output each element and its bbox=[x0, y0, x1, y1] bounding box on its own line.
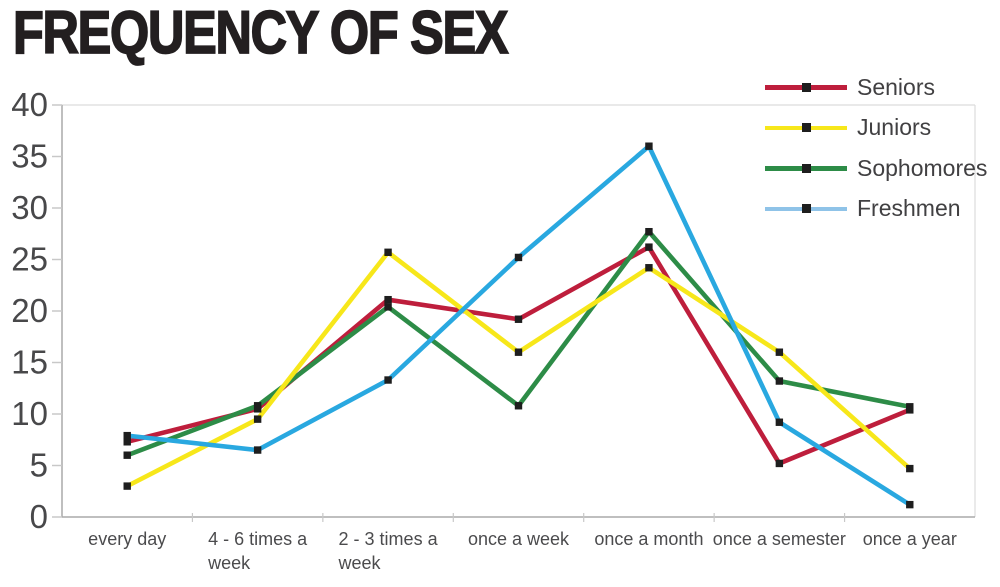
data-point-marker-juniors bbox=[384, 248, 392, 256]
data-point-marker-sophomores bbox=[906, 403, 914, 411]
data-point-marker-seniors bbox=[123, 438, 131, 446]
legend-label: Freshmen bbox=[857, 195, 961, 222]
data-point-marker-freshmen bbox=[384, 376, 392, 384]
legend-item-seniors: Seniors bbox=[765, 67, 987, 108]
legend-line-swatch bbox=[765, 163, 847, 173]
y-tick-label: 35 bbox=[11, 138, 48, 175]
y-tick-label: 10 bbox=[11, 395, 48, 432]
data-point-marker-freshmen bbox=[253, 446, 262, 454]
legend-square-marker-icon bbox=[802, 123, 811, 133]
legend-line-swatch bbox=[765, 123, 847, 133]
data-point-marker-sophomores bbox=[645, 227, 653, 236]
legend-line-swatch bbox=[765, 204, 847, 214]
data-point-marker-sophomores bbox=[123, 451, 131, 459]
legend-square-marker-icon bbox=[802, 82, 811, 92]
x-axis-label-4-6-times-a-week: 4 - 6 times a week bbox=[208, 529, 308, 573]
data-point-marker-freshmen bbox=[645, 142, 653, 150]
legend-square-marker-icon bbox=[802, 204, 811, 214]
legend-label: Sophomores bbox=[857, 154, 988, 181]
y-tick-label: 0 bbox=[30, 498, 48, 535]
data-point-marker-juniors bbox=[123, 482, 131, 490]
x-axis-label-every-day: every day bbox=[88, 529, 167, 549]
data-point-marker-seniors bbox=[645, 243, 653, 251]
chart-title: FREQUENCY OF SEX bbox=[12, 0, 509, 66]
legend-item-sophomores: Sophomores bbox=[765, 148, 987, 189]
y-tick-label: 30 bbox=[11, 189, 48, 226]
data-point-marker-juniors bbox=[645, 264, 653, 272]
series-line-juniors bbox=[126, 249, 912, 489]
data-point-marker-sophomores bbox=[775, 377, 784, 385]
data-point-marker-sophomores bbox=[253, 402, 262, 410]
data-point-marker-freshmen bbox=[514, 253, 523, 262]
data-point-marker-freshmen bbox=[123, 431, 131, 440]
y-tick-label: 15 bbox=[11, 344, 48, 381]
data-point-marker-juniors bbox=[906, 464, 914, 473]
data-point-marker-sophomores bbox=[384, 303, 392, 311]
data-point-marker-juniors bbox=[253, 415, 262, 423]
data-point-marker-sophomores bbox=[514, 402, 523, 410]
data-point-marker-juniors bbox=[775, 348, 784, 356]
x-axis-label-once-a-month: once a month bbox=[594, 529, 704, 549]
y-tick-label: 40 bbox=[11, 86, 48, 123]
x-axis-label-once-a-semester: once a semester bbox=[712, 529, 846, 549]
legend-item-juniors: Juniors bbox=[765, 108, 987, 149]
data-point-marker-freshmen bbox=[775, 418, 784, 426]
data-point-marker-seniors bbox=[775, 459, 784, 468]
legend-item-freshmen: Freshmen bbox=[765, 189, 987, 230]
y-tick-label: 20 bbox=[11, 292, 48, 329]
x-axis-label-once-a-year: once a year bbox=[862, 529, 957, 549]
data-point-marker-freshmen bbox=[906, 500, 914, 509]
legend-square-marker-icon bbox=[802, 163, 811, 173]
x-axis-label-2-3-times-a-week: 2 - 3 times a week bbox=[338, 529, 438, 573]
x-axis-label-once-a-week: once a week bbox=[467, 529, 570, 549]
chart-legend: Seniors Juniors Sophomores Freshmen bbox=[765, 67, 987, 229]
legend-line-swatch bbox=[765, 82, 847, 92]
data-point-marker-seniors bbox=[384, 295, 392, 304]
data-point-marker-seniors bbox=[514, 315, 523, 323]
data-point-marker-juniors bbox=[514, 348, 523, 356]
y-tick-label: 5 bbox=[30, 447, 48, 484]
y-tick-label: 25 bbox=[11, 241, 48, 278]
series-line-sophomores bbox=[126, 228, 911, 458]
legend-label: Seniors bbox=[857, 73, 935, 100]
legend-label: Juniors bbox=[857, 114, 932, 141]
